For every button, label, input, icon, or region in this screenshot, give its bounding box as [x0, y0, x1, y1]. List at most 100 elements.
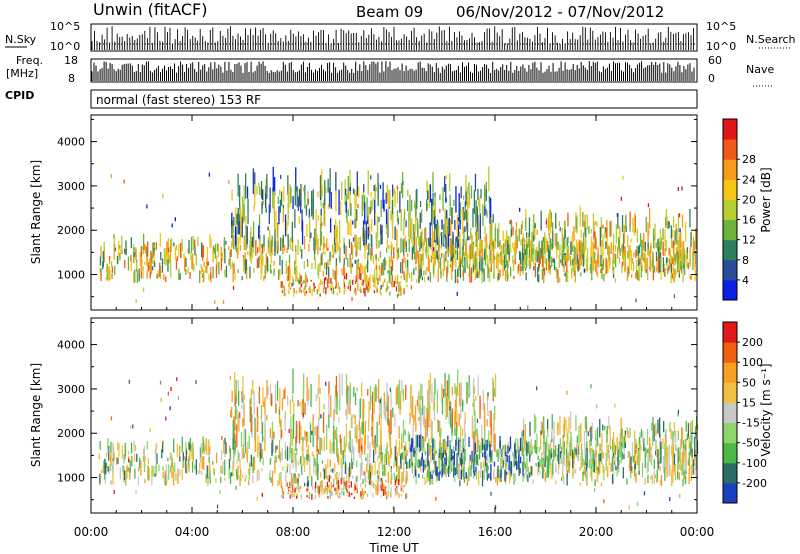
data-cell [524, 261, 526, 269]
data-cell [220, 258, 222, 271]
data-cell [167, 457, 169, 462]
data-cell [140, 459, 142, 476]
data-cell [112, 461, 114, 470]
data-cell [286, 482, 289, 487]
data-cell [382, 465, 384, 469]
data-cell [308, 491, 311, 497]
data-cell [334, 396, 336, 414]
data-cell [631, 274, 633, 278]
data-cell [575, 239, 578, 245]
data-cell [251, 247, 254, 258]
data-cell [221, 465, 223, 474]
data-cell [366, 197, 368, 219]
data-cell [479, 205, 481, 215]
data-cell [239, 245, 241, 251]
data-cell [337, 282, 339, 290]
data-cell [564, 229, 566, 238]
data-cell [102, 464, 104, 474]
data-cell [673, 294, 676, 299]
data-cell [348, 467, 350, 484]
data-cell [547, 261, 549, 273]
data-cell [409, 416, 411, 423]
data-cell [451, 449, 453, 461]
data-cell [652, 228, 655, 249]
data-cell [506, 471, 508, 475]
data-cell [380, 477, 382, 483]
data-cell [337, 451, 339, 463]
data-cell [312, 414, 314, 435]
data-cell [237, 465, 239, 480]
data-cell [376, 238, 378, 249]
data-cell [509, 471, 511, 484]
data-cell [365, 263, 368, 269]
data-cell [390, 409, 392, 435]
data-cell [335, 385, 337, 398]
data-cell [681, 452, 683, 461]
data-cell [482, 452, 484, 458]
data-cell [483, 459, 485, 473]
data-cell [591, 447, 593, 452]
data-cell [584, 448, 587, 465]
data-cell [269, 383, 272, 402]
data-cell [452, 231, 454, 245]
data-cell [199, 270, 201, 284]
data-cell [493, 472, 495, 478]
data-cell [139, 252, 141, 267]
data-cell [377, 478, 379, 485]
data-cell [482, 462, 484, 468]
data-cell [641, 462, 644, 478]
data-cell [395, 275, 397, 282]
data-cell [451, 455, 453, 472]
data-cell [396, 282, 398, 284]
data-cell [335, 280, 337, 288]
data-cell [194, 464, 196, 470]
data-cell [634, 470, 636, 482]
x-tick-label: 00:00 [74, 525, 109, 539]
data-cell [562, 242, 564, 259]
data-cell [624, 246, 626, 258]
data-cell [464, 257, 466, 273]
data-cell [433, 454, 435, 465]
data-cell [373, 185, 375, 192]
data-cell [177, 468, 179, 485]
data-cell [209, 460, 211, 473]
data-cell [358, 267, 361, 279]
data-cell [295, 495, 298, 499]
data-cell [664, 467, 666, 481]
data-cell [509, 447, 511, 452]
data-cell [672, 216, 675, 228]
data-cell [294, 209, 296, 228]
data-cell [313, 459, 315, 475]
data-cell [328, 475, 330, 483]
data-cell [689, 441, 691, 456]
data-cell [283, 244, 286, 251]
data-cell [384, 257, 386, 271]
data-cell [302, 187, 304, 192]
data-cell [299, 402, 301, 407]
data-cell [235, 226, 238, 253]
data-cell [171, 454, 173, 462]
data-cell [595, 457, 597, 474]
data-cell [377, 455, 379, 461]
data-cell [498, 223, 500, 242]
data-cell [476, 454, 478, 465]
data-cell [540, 249, 542, 260]
data-cell [475, 395, 477, 401]
data-cell [334, 430, 336, 440]
data-cell [474, 470, 476, 476]
data-cell [693, 240, 696, 253]
y-tick-label: 4000 [57, 339, 85, 352]
data-cell [292, 276, 294, 280]
data-cell [256, 258, 258, 269]
data-cell [408, 223, 410, 238]
data-cell [328, 488, 330, 493]
data-cell [685, 221, 687, 242]
data-cell [657, 419, 659, 433]
data-cell [434, 250, 437, 256]
data-cell [355, 476, 357, 483]
data-cell [378, 257, 380, 262]
data-cell [423, 445, 425, 451]
data-cell [622, 467, 624, 479]
data-cell [335, 427, 338, 439]
data-cell [670, 263, 672, 275]
